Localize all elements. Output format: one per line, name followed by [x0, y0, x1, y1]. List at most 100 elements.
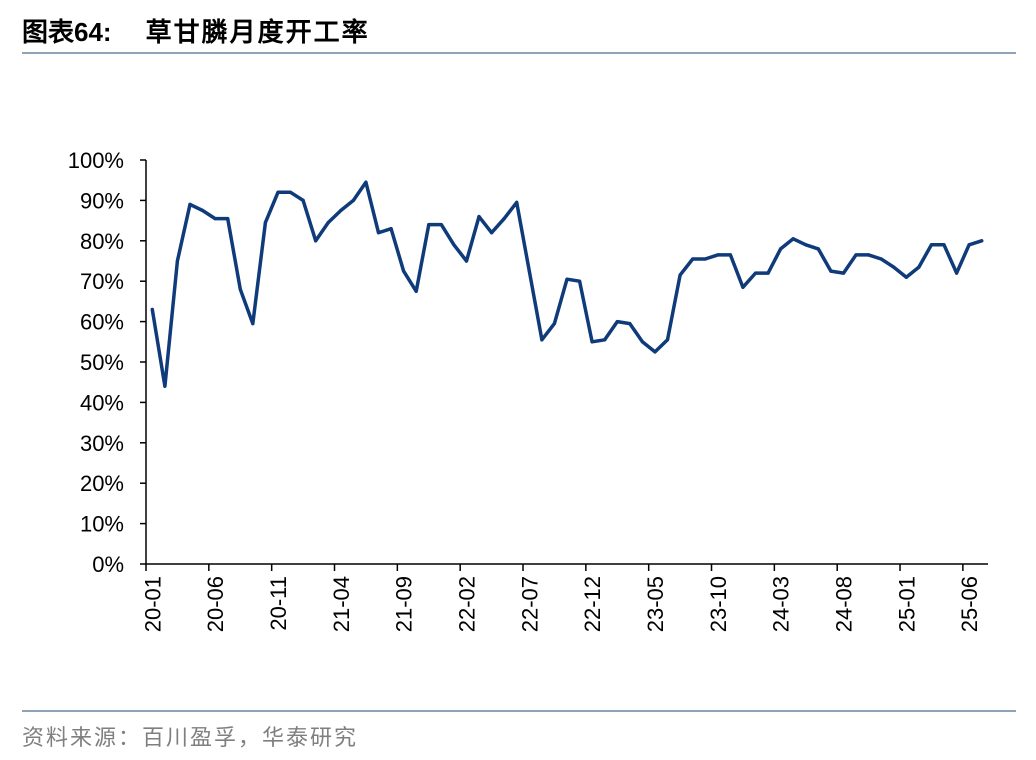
bottom-divider: [22, 710, 1016, 712]
y-tick-label: 20%: [80, 471, 124, 496]
data-point: [779, 247, 783, 251]
x-tick-label: 25-06: [957, 576, 982, 632]
data-point: [402, 269, 406, 273]
data-point: [226, 217, 230, 221]
data-point: [791, 237, 795, 241]
x-tick-label: 21-09: [392, 576, 417, 632]
data-point: [540, 338, 544, 342]
data-point: [163, 384, 167, 388]
data-point: [213, 217, 217, 221]
data-point: [640, 340, 645, 344]
data-point: [150, 307, 154, 312]
data-point: [414, 289, 418, 293]
y-tick-label: 40%: [80, 390, 124, 415]
data-point: [980, 239, 984, 243]
data-point: [326, 221, 330, 225]
figure-header: 图表64: 草甘膦月度开工率: [22, 8, 370, 52]
data-point: [955, 271, 959, 275]
data-point: [904, 275, 908, 279]
y-tick-label: 70%: [80, 269, 124, 294]
data-point: [288, 190, 293, 194]
data-point: [590, 340, 594, 344]
x-axis: 20-01 20-06 20-11 21-04 21-09 22-02 22-07 22-12…: [140, 563, 988, 632]
data-point: [879, 257, 883, 261]
data-point: [376, 231, 381, 235]
data-point: [967, 243, 971, 247]
x-tick-label: 20-01: [140, 576, 165, 632]
line-chart: 0%10%20%30%40%50%60%70%80%90%100% 20-01 2…: [68, 148, 988, 632]
data-point: [703, 257, 707, 261]
x-tick-label: 22-12: [580, 576, 605, 632]
data-point: [854, 253, 858, 257]
data-point: [175, 259, 179, 263]
data-point: [829, 269, 833, 273]
chart-title: 草甘膦月度开工率: [145, 16, 370, 47]
data-point: [867, 253, 871, 257]
x-tick-label: 22-07: [517, 576, 542, 632]
data-point: [753, 271, 758, 275]
y-tick-label: 60%: [80, 310, 124, 335]
data-point: [615, 320, 619, 324]
data-point: [201, 208, 205, 213]
data-point: [502, 217, 506, 221]
data-point: [439, 223, 443, 227]
data-point: [389, 227, 393, 231]
y-axis: 0% 10% 20% 30% 40% 50% 60% 70% 80% 90% 100%: [68, 148, 147, 577]
x-tick-label: 23-10: [706, 576, 731, 632]
y-tick-label: 10%: [80, 512, 124, 537]
y-tick-label: 0%: [92, 552, 124, 577]
data-point: [691, 257, 695, 261]
x-tick-label: 22-02: [454, 576, 479, 632]
series-line: [150, 180, 984, 388]
x-tick-label: 25-01: [894, 576, 919, 632]
y-tick-label: 80%: [80, 229, 124, 254]
y-tick-label: 100%: [68, 148, 124, 173]
data-point: [841, 271, 846, 275]
x-tick-label: 24-08: [831, 576, 856, 632]
data-point: [892, 265, 896, 269]
data-point: [301, 198, 305, 202]
data-point: [929, 243, 934, 247]
data-point: [464, 259, 469, 263]
series-group: [150, 180, 984, 388]
x-tick-label: 20-06: [203, 576, 228, 632]
x-tick-label: 23-05: [643, 576, 668, 632]
data-point: [276, 190, 280, 194]
data-point: [628, 322, 632, 326]
x-tick-label: 24-03: [769, 576, 794, 632]
x-tick-label: 20-11: [266, 576, 291, 631]
data-point: [251, 322, 255, 326]
source-note: 资料来源：百川盈孚，华泰研究: [22, 726, 359, 751]
data-point: [515, 200, 519, 204]
data-point: [741, 285, 745, 289]
figure-number: 图表64:: [22, 16, 112, 47]
data-point: [238, 287, 242, 291]
data-point: [527, 269, 531, 273]
data-point: [578, 279, 582, 283]
data-point: [339, 208, 343, 213]
data-point: [653, 350, 657, 354]
data-point: [452, 243, 456, 247]
data-point: [364, 180, 368, 184]
y-tick-label: 50%: [80, 350, 124, 375]
data-point: [565, 277, 569, 281]
data-point: [665, 338, 670, 342]
x-tick-label: 21-04: [329, 576, 354, 632]
y-tick-label: 90%: [80, 188, 124, 213]
data-point: [351, 198, 355, 202]
data-point: [490, 231, 494, 235]
data-point: [917, 265, 921, 269]
top-divider: [22, 52, 1016, 54]
data-point: [728, 253, 733, 257]
data-point: [188, 202, 192, 206]
data-point: [477, 215, 481, 219]
data-point: [816, 247, 820, 251]
data-point: [603, 338, 607, 342]
data-point: [766, 271, 770, 275]
y-tick-label: 30%: [80, 431, 124, 456]
data-point: [552, 322, 557, 326]
data-point: [314, 239, 318, 243]
data-point: [804, 243, 808, 247]
data-point: [263, 221, 267, 225]
data-point: [716, 253, 720, 257]
